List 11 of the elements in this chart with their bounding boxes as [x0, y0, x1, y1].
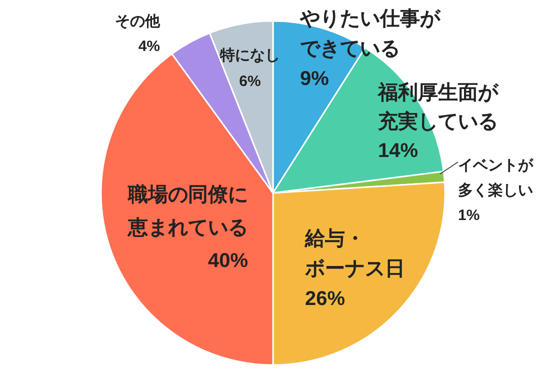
- slice-label: 給与・ボーナス日: [304, 228, 405, 280]
- data-label: 4%: [138, 38, 160, 55]
- slice-label: 職場の同僚に恵まれている: [127, 183, 248, 240]
- data-label: 26%: [305, 288, 346, 310]
- data-label: 14%: [378, 140, 418, 162]
- data-label: 6%: [239, 72, 261, 90]
- data-label: 40%: [208, 250, 248, 272]
- slice-label: イベントが多く楽しい: [458, 156, 534, 199]
- data-label: 1%: [458, 206, 480, 224]
- data-label: 9%: [300, 68, 330, 90]
- slice-label: その他: [115, 12, 161, 30]
